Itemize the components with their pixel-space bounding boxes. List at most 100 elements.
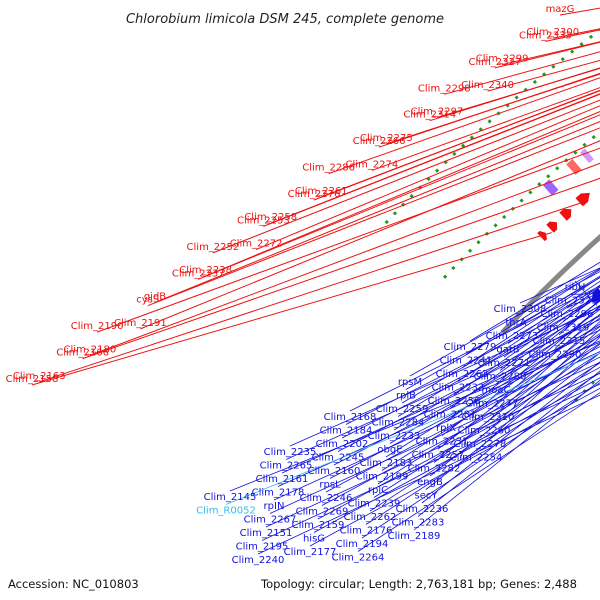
forward-label-leader [154, 120, 600, 303]
forward-gene-label: Clim_2286 [302, 163, 355, 174]
forward-gene [537, 230, 548, 242]
reverse-gene-label: engB [417, 477, 443, 488]
reverse-gene-label: rplX [436, 423, 456, 434]
reverse-gene-label: Clim_2161 [256, 474, 309, 485]
accession-text: Accession: NC_010803 [8, 577, 139, 591]
reverse-gene-label: Clim_2269 [296, 507, 349, 518]
reverse-label-leader [345, 295, 600, 425]
reverse-gene-label: Clim_2177 [284, 547, 337, 558]
forward-cog-block [580, 148, 594, 164]
forward-label-leader [205, 111, 600, 277]
topology-summary: Topology: circular; Length: 2,763,181 bp… [260, 577, 577, 591]
reverse-gene-label: Clim_2241 [440, 356, 493, 367]
reverse-gene-label: secY [415, 491, 439, 502]
forward-gene [575, 192, 590, 207]
reverse-gene-label: Clim_2283 [392, 518, 445, 529]
forward-gene-label: Clim_2252 [187, 242, 240, 253]
reverse-gene-label: Clim_2273 [486, 331, 539, 342]
reverse-label-leader [229, 341, 600, 492]
reverse-gene-label: Clim_2315 [533, 336, 586, 347]
reverse-label-leader [499, 292, 600, 371]
forward-gene-label: Clim_2238 [179, 265, 232, 276]
forward-gene-label: Clim_2276 [288, 189, 341, 200]
reverse-label-leader [373, 352, 600, 498]
forward-label-leader [378, 72, 600, 148]
reverse-label-leader [357, 392, 600, 552]
forward-gene-label: Clim_2314 [403, 110, 456, 121]
forward-label-leader [89, 162, 600, 356]
reverse-gene-label: Clim_2176 [340, 526, 393, 537]
reverse-gene-label: Clim_2245 [312, 453, 365, 464]
reverse-gene-label: Clim_2265 [260, 461, 313, 472]
reverse-label-leader [409, 268, 600, 377]
reverse-label-leader [369, 362, 600, 512]
forward-label-leader [429, 67, 600, 122]
reverse-label-leader [465, 269, 600, 355]
forward-label-leader [198, 114, 600, 280]
reverse-label-leader [457, 284, 600, 382]
reverse-gene-label: Clim_2240 [232, 555, 285, 566]
reverse-label-leader [393, 304, 600, 431]
reverse-label-leader [461, 276, 600, 369]
reverse-label-leader [495, 299, 600, 385]
reverse-label-leader [289, 308, 600, 447]
reverse-label-leader [321, 356, 600, 506]
forward-label-leader [212, 99, 600, 254]
reverse-gene-label: Clim_2259 [376, 404, 429, 415]
reverse-label-leader [325, 346, 600, 493]
reverse-gene-label: Clim_2183 [360, 458, 413, 469]
reverse-gene-label: Clim_2236 [396, 504, 449, 515]
reverse-gene-label: moaC [482, 385, 511, 396]
forward-gene-label: Clim_2266 [353, 136, 406, 147]
forward-gene-label: Clim_2261 [295, 186, 348, 197]
reverse-label-leader [269, 361, 600, 514]
reverse-label-leader [277, 340, 600, 487]
reverse-label-leader [257, 394, 600, 555]
forward-strand-genes [537, 192, 590, 242]
reverse-gene-label: Clim_2280 [474, 372, 527, 383]
reverse-label-leader [437, 325, 600, 450]
reverse-label-leader [483, 321, 600, 425]
forward-gene-label: Clim_2299 [476, 54, 529, 65]
reverse-gene-label: Clim_2264 [332, 553, 385, 564]
forward-gene-label: Clim_2275 [360, 133, 413, 144]
reverse-label-leader [381, 333, 600, 471]
forward-label-leader [371, 87, 600, 171]
reverse-gene-label: Clim_2195 [236, 542, 289, 553]
reverse-label-leader [401, 286, 600, 404]
reverse-gene-label: hisG [303, 534, 325, 545]
forward-gene-label: Clim_2327 [469, 57, 522, 68]
reverse-gene-label: Clim_2282 [408, 464, 461, 475]
reverse-label-leader [389, 314, 600, 444]
reverse-gene-label: Clim_2184 [320, 426, 373, 437]
reverse-label-leader [417, 370, 600, 517]
reverse-gene-label: Clim_2178 [252, 488, 305, 499]
reverse-gene-label: Clim_2262 [344, 512, 397, 523]
reverse-gene-label: Clim_2151 [240, 528, 293, 539]
reverse-gene-label: Clim_2271 [478, 358, 531, 369]
reverse-gene-label: Clim_2308 [494, 304, 547, 315]
reverse-gene-label: Clim_2281 [424, 410, 477, 421]
reverse-label-leader [397, 295, 600, 417]
reverse-label-leader [445, 308, 600, 423]
forward-label-leader [313, 89, 600, 201]
reverse-gene-label: Clim_2159 [292, 520, 345, 531]
reverse-gene-label: Clim_2235 [264, 447, 317, 458]
forward-gene-label: Clim_2300 [526, 27, 579, 38]
reverse-gene-label: Clim_2296 [541, 309, 594, 320]
reverse-label-leader [349, 285, 600, 412]
forward-gene-label: Clim_2298 [418, 83, 471, 94]
map-title: Chlorobium limicola DSM 245, complete ge… [126, 12, 444, 27]
forward-label-leader [39, 200, 587, 383]
reverse-label-leader [519, 267, 600, 304]
forward-gene-label: Clim_2272 [230, 239, 283, 250]
forward-cog-track [542, 148, 594, 196]
reverse-label-leader [273, 351, 600, 501]
reverse-label-leader [429, 343, 600, 477]
forward-gene-label: Clim_2158 [6, 374, 59, 385]
reverse-label-leader [377, 342, 600, 485]
reverse-gene-label: Clim_2267 [244, 515, 297, 526]
reverse-label-leader [479, 328, 600, 439]
reverse-label-leader [413, 379, 600, 531]
